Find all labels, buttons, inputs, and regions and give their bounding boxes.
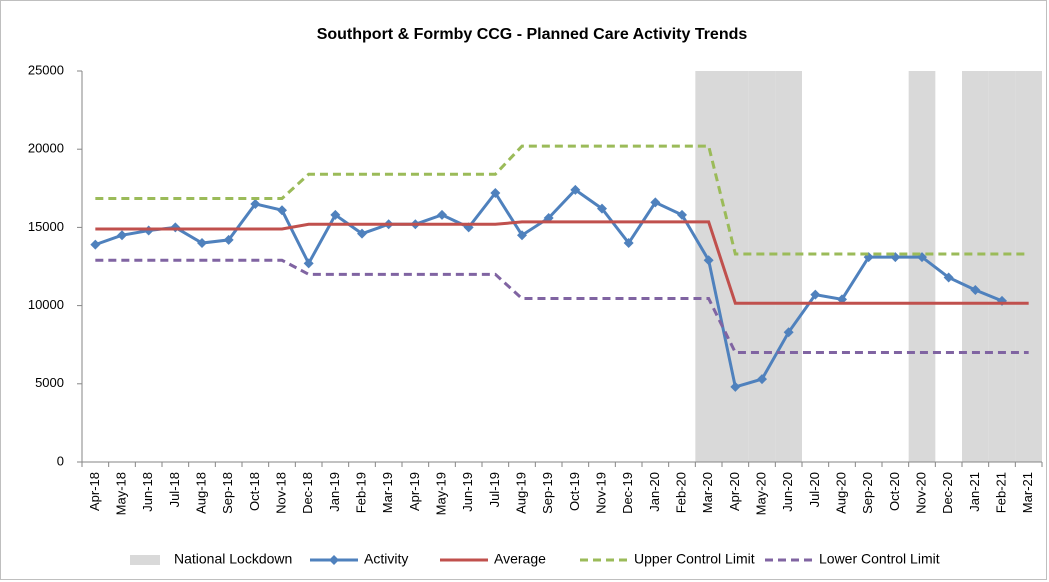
marker <box>197 238 207 249</box>
marker <box>730 381 741 392</box>
x-tick-label: Jul-19 <box>487 472 502 507</box>
x-tick-label: Nov-20 <box>913 472 928 514</box>
x-tick-label: Jun-18 <box>140 472 155 512</box>
marker <box>357 228 367 239</box>
x-tick-label: Jan-20 <box>647 472 662 512</box>
x-tick-label: Jun-20 <box>780 472 795 512</box>
marker <box>437 209 447 220</box>
x-tick-label: Nov-18 <box>273 472 288 514</box>
legend-label: Average <box>494 551 546 567</box>
y-tick-label: 25000 <box>28 62 64 77</box>
series-line <box>95 220 1029 305</box>
marker <box>303 258 314 269</box>
x-tick-label: Oct-19 <box>567 472 582 511</box>
legend-label: Activity <box>364 551 408 567</box>
x-tick-label: Apr-20 <box>727 472 742 511</box>
x-tick-label: Aug-19 <box>513 472 528 514</box>
lockdown-bar <box>1015 71 1042 462</box>
marker <box>703 255 714 266</box>
marker <box>223 234 234 245</box>
marker <box>250 198 261 209</box>
x-tick-label: Sep-19 <box>540 472 555 514</box>
x-tick-label: Jul-18 <box>167 472 182 507</box>
legend-label: Upper Control Limit <box>634 551 755 567</box>
marker <box>943 272 954 283</box>
marker <box>970 284 981 295</box>
lockdown-bar <box>908 71 936 462</box>
chart-title: Southport & Formby CCG - Planned Care Ac… <box>317 26 748 43</box>
marker <box>623 238 634 249</box>
x-tick-label: Jan-21 <box>967 472 982 512</box>
marker <box>783 327 794 338</box>
lockdown-bar <box>722 71 749 462</box>
x-tick-label: Apr-18 <box>87 472 102 511</box>
lockdown-bar <box>962 71 989 462</box>
x-tick-label: Mar-21 <box>1020 472 1035 513</box>
marker <box>490 187 501 198</box>
x-tick-label: Jul-20 <box>807 472 822 507</box>
x-tick-label: Oct-18 <box>247 472 262 511</box>
x-tick-label: Sep-18 <box>220 472 235 514</box>
x-tick-label: Nov-19 <box>593 472 608 514</box>
x-tick-label: Aug-20 <box>833 472 848 514</box>
marker <box>570 184 581 195</box>
lockdown-bar <box>775 71 802 462</box>
x-tick-label: Aug-18 <box>193 472 208 514</box>
marker <box>277 205 287 216</box>
y-tick-label: 20000 <box>28 141 64 156</box>
marker <box>677 209 687 220</box>
x-tick-label: Mar-19 <box>380 472 395 513</box>
legend-marker <box>329 555 339 565</box>
x-tick-label: Jun-19 <box>460 472 475 512</box>
marker <box>597 203 607 214</box>
legend-swatch <box>130 555 160 565</box>
x-tick-label: Dec-19 <box>620 472 635 514</box>
lockdown-bar <box>988 71 1016 462</box>
marker <box>517 230 527 241</box>
marker <box>90 239 101 250</box>
x-tick-label: Oct-20 <box>887 472 902 511</box>
legend-label: National Lockdown <box>174 551 292 567</box>
marker <box>810 289 821 300</box>
marker <box>117 230 127 241</box>
x-tick-label: Feb-20 <box>673 472 688 513</box>
x-tick-label: Mar-20 <box>700 472 715 513</box>
x-tick-label: Dec-20 <box>940 472 955 514</box>
y-tick-label: 0 <box>57 453 64 468</box>
marker <box>650 197 661 208</box>
marker <box>330 209 341 220</box>
x-tick-label: Feb-19 <box>353 472 368 513</box>
series-line <box>95 144 1029 256</box>
y-tick-label: 10000 <box>28 297 64 312</box>
marker <box>757 374 767 385</box>
y-tick-label: 15000 <box>28 219 64 234</box>
x-tick-label: Apr-19 <box>407 472 422 511</box>
lockdown-bar <box>748 71 776 462</box>
x-tick-label: May-18 <box>113 472 128 515</box>
legend-label: Lower Control Limit <box>819 551 940 567</box>
x-tick-label: May-20 <box>753 472 768 515</box>
x-tick-label: Dec-18 <box>300 472 315 514</box>
series-line <box>95 258 1029 355</box>
x-tick-label: Sep-20 <box>860 472 875 514</box>
x-tick-label: Jan-19 <box>327 472 342 512</box>
x-tick-label: Feb-21 <box>993 472 1008 513</box>
x-tick-label: May-19 <box>433 472 448 515</box>
y-tick-label: 5000 <box>35 375 64 390</box>
